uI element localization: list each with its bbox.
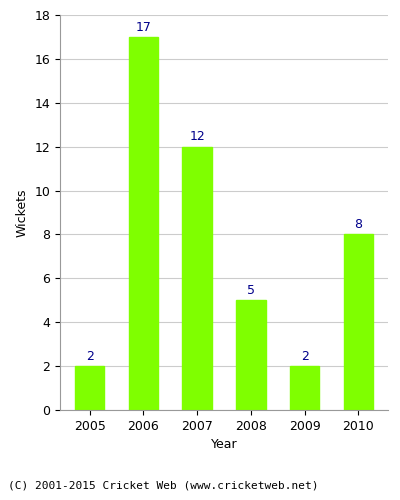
Bar: [344, 234, 373, 410]
Text: 2: 2: [86, 350, 94, 363]
Bar: [129, 37, 158, 410]
Bar: [236, 300, 266, 410]
Text: 12: 12: [189, 130, 205, 143]
Y-axis label: Wickets: Wickets: [16, 188, 29, 237]
Text: 2: 2: [301, 350, 308, 363]
Bar: [182, 146, 212, 410]
X-axis label: Year: Year: [211, 438, 237, 452]
Text: 17: 17: [136, 20, 151, 34]
Text: 5: 5: [247, 284, 255, 297]
Text: 8: 8: [354, 218, 362, 231]
Bar: [75, 366, 104, 410]
Bar: [290, 366, 319, 410]
Text: (C) 2001-2015 Cricket Web (www.cricketweb.net): (C) 2001-2015 Cricket Web (www.cricketwe…: [8, 480, 318, 490]
